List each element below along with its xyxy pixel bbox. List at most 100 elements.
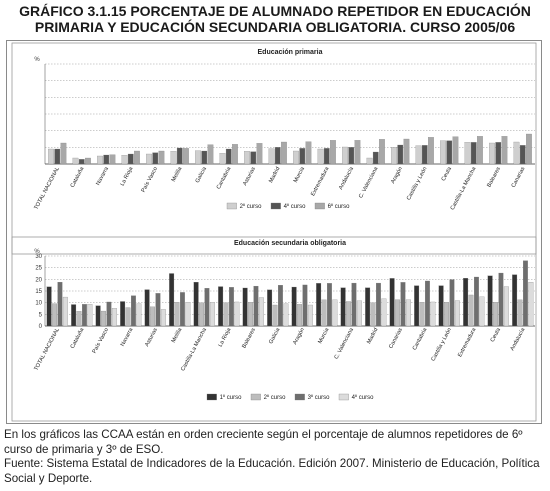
bar-madrid-4-curso bbox=[381, 298, 387, 327]
bar-total-nacional-4-curso bbox=[54, 148, 61, 165]
bar-castilla-y-leon-4-curso bbox=[454, 300, 460, 327]
y-tick-label: 15 bbox=[35, 289, 42, 295]
bar-murcia-1-curso bbox=[316, 283, 322, 327]
category-label: Asturias bbox=[144, 327, 159, 348]
category-label: Cantabria bbox=[412, 326, 429, 351]
bar-navarra-2-curso bbox=[97, 155, 103, 165]
bar-murcia-2-curso bbox=[293, 150, 299, 165]
bar-galicia-1-curso bbox=[267, 289, 273, 327]
bar-asturias-2-curso bbox=[150, 306, 155, 327]
bar-baleares-2-curso bbox=[248, 302, 253, 327]
bar-ceuta-4-curso bbox=[503, 286, 509, 327]
category-label: C. Valenciana bbox=[358, 165, 380, 199]
bar-aragon-4-curso bbox=[397, 144, 404, 165]
bar-andalucia-1-curso bbox=[512, 274, 518, 327]
bar-asturias-6-curso bbox=[256, 143, 263, 165]
bar-castilla-y-leon-2-curso bbox=[444, 302, 449, 327]
legend-swatch bbox=[294, 393, 305, 401]
bar-melilla-1-curso bbox=[169, 273, 175, 327]
bar-castilla-y-leon-2-curso bbox=[415, 145, 422, 165]
bar-la-rioja-2-curso bbox=[121, 155, 128, 165]
y-tick-label: 30 bbox=[35, 254, 42, 260]
category-label: Navarra bbox=[120, 326, 135, 347]
bar-c-valenciana-6-curso bbox=[379, 139, 385, 165]
bar-cataluna-4-curso bbox=[78, 159, 85, 165]
title-line-2: PRIMARIA Y EDUCACIÓN SECUNDARIA OBLIGATO… bbox=[34, 19, 516, 35]
bar-la-rioja-2-curso bbox=[223, 302, 229, 327]
charts-svg: Educación primaria% TOTAL NACIONAL Cataluñ… bbox=[11, 42, 537, 422]
bar-galicia-4-curso bbox=[201, 150, 208, 165]
bar-ceuta-2-curso bbox=[440, 140, 446, 165]
bar-cantabria-3-curso bbox=[425, 280, 430, 327]
bar-canarias-6-curso bbox=[526, 133, 532, 165]
bar-pais-vasco-3-curso bbox=[106, 301, 112, 327]
legend-swatch bbox=[206, 393, 217, 401]
legend-label: 4º curso bbox=[284, 203, 307, 210]
bar-navarra-4-curso bbox=[136, 303, 142, 327]
bar-canarias-4-curso bbox=[405, 299, 411, 327]
bar-madrid-2-curso bbox=[268, 148, 275, 165]
bar-madrid-3-curso bbox=[376, 282, 381, 327]
bar-cantabria-4-curso bbox=[430, 301, 436, 327]
bar-baleares-3-curso bbox=[253, 285, 259, 327]
bar-navarra-6-curso bbox=[109, 154, 116, 165]
chart-frame: Educación primaria% TOTAL NACIONAL Cataluñ… bbox=[6, 40, 542, 424]
bar-extremadura-1-curso bbox=[463, 278, 469, 327]
legend-label: 4º curso bbox=[352, 394, 375, 401]
category-label: Madrid bbox=[366, 327, 379, 345]
category-label: La Rioja bbox=[218, 326, 233, 348]
bar-total-nacional-3-curso bbox=[57, 282, 63, 327]
bar-castilla-la-mancha-4-curso bbox=[209, 302, 215, 327]
bar-galicia-6-curso bbox=[207, 144, 214, 165]
bar-navarra-4-curso bbox=[103, 154, 110, 165]
category-label: Canarias bbox=[388, 327, 404, 350]
bar-extremadura-6-curso bbox=[330, 140, 336, 165]
chart-title: Educación primaria bbox=[258, 49, 323, 56]
category-label: Murcia bbox=[317, 326, 331, 344]
page-title: GRÁFICO 3.1.15 PORCENTAJE DE ALUMNADO RE… bbox=[0, 3, 550, 35]
bar-total-nacional-4-curso bbox=[62, 296, 68, 327]
bar-la-rioja-4-curso bbox=[234, 301, 240, 327]
bar-castilla-la-mancha-2-curso bbox=[199, 302, 204, 327]
bar-c-valenciana-1-curso bbox=[340, 287, 346, 327]
legend-label: 1º curso bbox=[220, 394, 243, 401]
legend-label: 2º curso bbox=[264, 394, 287, 401]
bar-asturias-1-curso bbox=[144, 289, 150, 327]
bar-pais-vasco-6-curso bbox=[158, 150, 165, 165]
category-label: TOTAL NACIONAL bbox=[33, 166, 61, 211]
bar-asturias-4-curso bbox=[250, 151, 257, 165]
legend-swatch bbox=[338, 393, 349, 401]
bar-aragon-2-curso bbox=[391, 147, 397, 165]
bar-canarias-4-curso bbox=[519, 145, 526, 165]
bar-canarias-2-curso bbox=[395, 299, 400, 327]
category-label: Baleares bbox=[486, 166, 502, 188]
category-label: TOTAL NACIONAL bbox=[33, 327, 61, 372]
y-tick-label: 0 bbox=[39, 324, 43, 330]
bar-castilla-y-leon-6-curso bbox=[428, 137, 434, 165]
bar-madrid-4-curso bbox=[274, 147, 281, 165]
category-label: Ceuta bbox=[490, 326, 503, 343]
notes: En los gráficos las CCAA están en orden … bbox=[4, 428, 546, 486]
bar-andalucia-3-curso bbox=[523, 260, 528, 327]
bar-melilla-2-curso bbox=[170, 151, 177, 165]
bar-cantabria-1-curso bbox=[414, 285, 420, 327]
y-axis-label: % bbox=[34, 249, 40, 255]
bar-castilla-y-leon-3-curso bbox=[449, 279, 455, 327]
legend-swatch bbox=[270, 202, 281, 210]
bar-castilla-la-mancha-3-curso bbox=[204, 288, 210, 327]
bar-canarias-3-curso bbox=[400, 282, 406, 327]
bar-ceuta-2-curso bbox=[493, 302, 498, 327]
bar-la-rioja-6-curso bbox=[134, 150, 140, 165]
bar-castilla-la-mancha-4-curso bbox=[470, 142, 477, 165]
category-label: Baleares bbox=[241, 327, 257, 349]
bar-baleares-4-curso bbox=[258, 297, 264, 327]
bar-c-valenciana-2-curso bbox=[346, 301, 351, 327]
bar-galicia-2-curso bbox=[272, 304, 278, 327]
legend-swatch bbox=[314, 202, 325, 210]
bar-melilla-4-curso bbox=[185, 302, 191, 327]
bar-navarra-2-curso bbox=[125, 307, 131, 327]
category-label: País Vasco bbox=[92, 327, 110, 354]
legend-label: 3º curso bbox=[308, 394, 331, 401]
bar-la-rioja-3-curso bbox=[229, 287, 234, 327]
category-label: Extremadura bbox=[310, 165, 331, 197]
